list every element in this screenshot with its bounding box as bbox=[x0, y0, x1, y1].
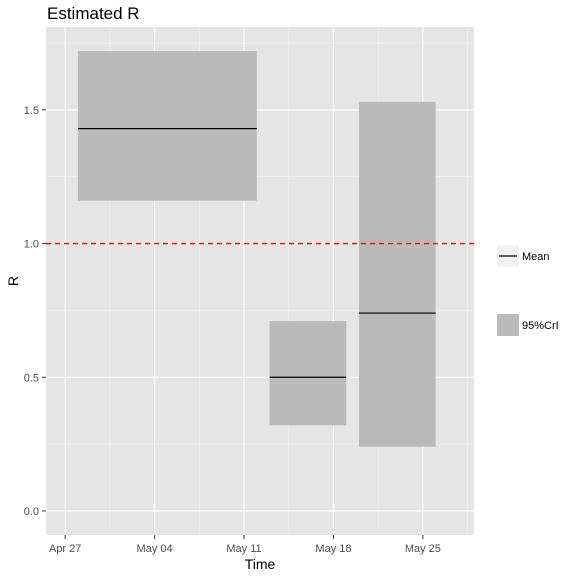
x-tick-label: May 18 bbox=[315, 543, 351, 555]
x-axis: Apr 27 May 04 May 11 May 18 May 25 bbox=[49, 535, 441, 555]
x-tick-label: May 04 bbox=[137, 543, 173, 555]
x-tick-label: May 11 bbox=[226, 543, 261, 555]
y-tick-label: 1.0 bbox=[24, 239, 39, 251]
y-tick-label: 0.0 bbox=[24, 506, 39, 518]
legend-key-crl bbox=[497, 314, 519, 336]
y-axis-title: R bbox=[5, 276, 21, 286]
x-axis-title: Time bbox=[245, 556, 276, 572]
legend-label-mean: Mean bbox=[522, 251, 550, 263]
credible-intervals bbox=[77, 51, 436, 447]
crl-ribbon-3 bbox=[359, 101, 436, 447]
crl-ribbon-2 bbox=[269, 321, 347, 426]
chart-title: Estimated R bbox=[47, 4, 140, 23]
x-tick-label: Apr 27 bbox=[49, 543, 81, 555]
x-tick-label: May 25 bbox=[405, 543, 441, 555]
legend-label-crl: 95%CrI bbox=[522, 320, 559, 332]
mean-lines bbox=[77, 128, 436, 378]
y-axis: 0.0 0.5 1.0 1.5 bbox=[24, 105, 46, 518]
y-tick-label: 1.5 bbox=[24, 105, 39, 117]
crl-ribbon-1 bbox=[77, 51, 257, 201]
y-tick-label: 0.5 bbox=[24, 372, 39, 384]
legend: Mean 95%CrI bbox=[497, 245, 559, 336]
